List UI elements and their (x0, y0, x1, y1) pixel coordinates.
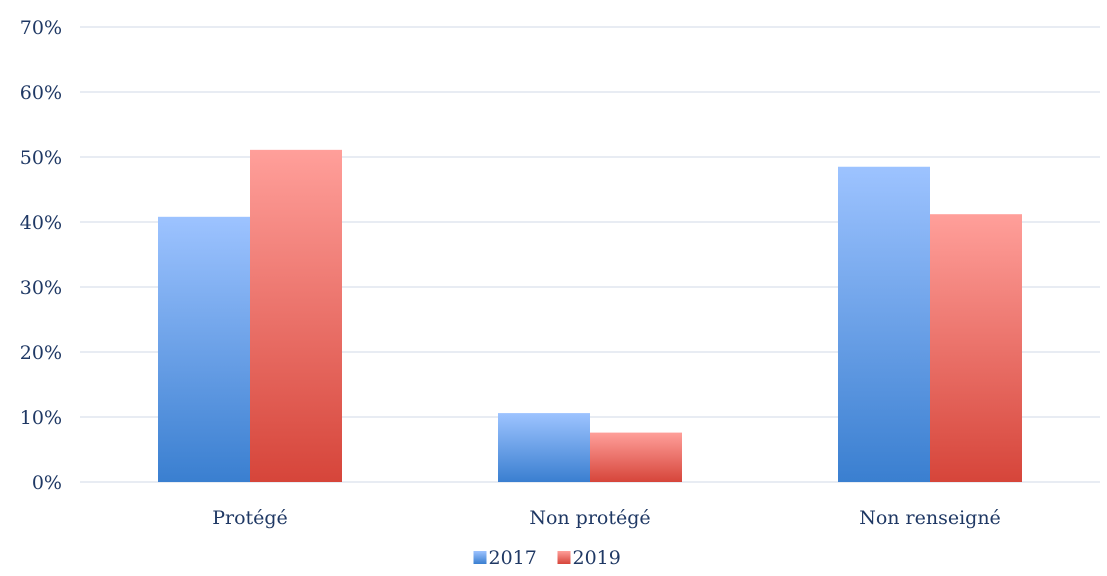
y-tick-label: 20% (20, 342, 62, 364)
x-category-label: Non protégé (529, 507, 650, 529)
legend: 2017 2019 (473, 547, 621, 569)
legend-swatch (557, 551, 571, 564)
y-tick-label: 0% (32, 472, 62, 494)
bar-2017-1 (498, 413, 590, 482)
bar-2017-2 (838, 166, 930, 482)
y-tick-label: 30% (20, 277, 62, 299)
y-axis-tick-labels: 0% 10% 20% 30% 40% 50% 60% 70% (20, 17, 62, 494)
bar-2019-0 (250, 149, 342, 482)
x-category-label: Non renseigné (859, 507, 1001, 529)
x-category-label: Protégé (212, 507, 288, 529)
legend-swatch (473, 551, 487, 564)
legend-label: 2019 (573, 547, 621, 569)
legend-label: 2017 (489, 547, 537, 569)
y-tick-label: 50% (20, 147, 62, 169)
bar-2017-0 (158, 216, 250, 483)
bar-2019-1 (590, 432, 682, 482)
y-tick-label: 10% (20, 407, 62, 429)
y-tick-label: 40% (20, 212, 62, 234)
bar-2019-2 (930, 214, 1022, 482)
bars (158, 149, 1022, 483)
x-axis-category-labels: Protégé Non protégé Non renseigné (212, 507, 1001, 529)
y-tick-label: 70% (20, 17, 62, 39)
y-tick-label: 60% (20, 82, 62, 104)
